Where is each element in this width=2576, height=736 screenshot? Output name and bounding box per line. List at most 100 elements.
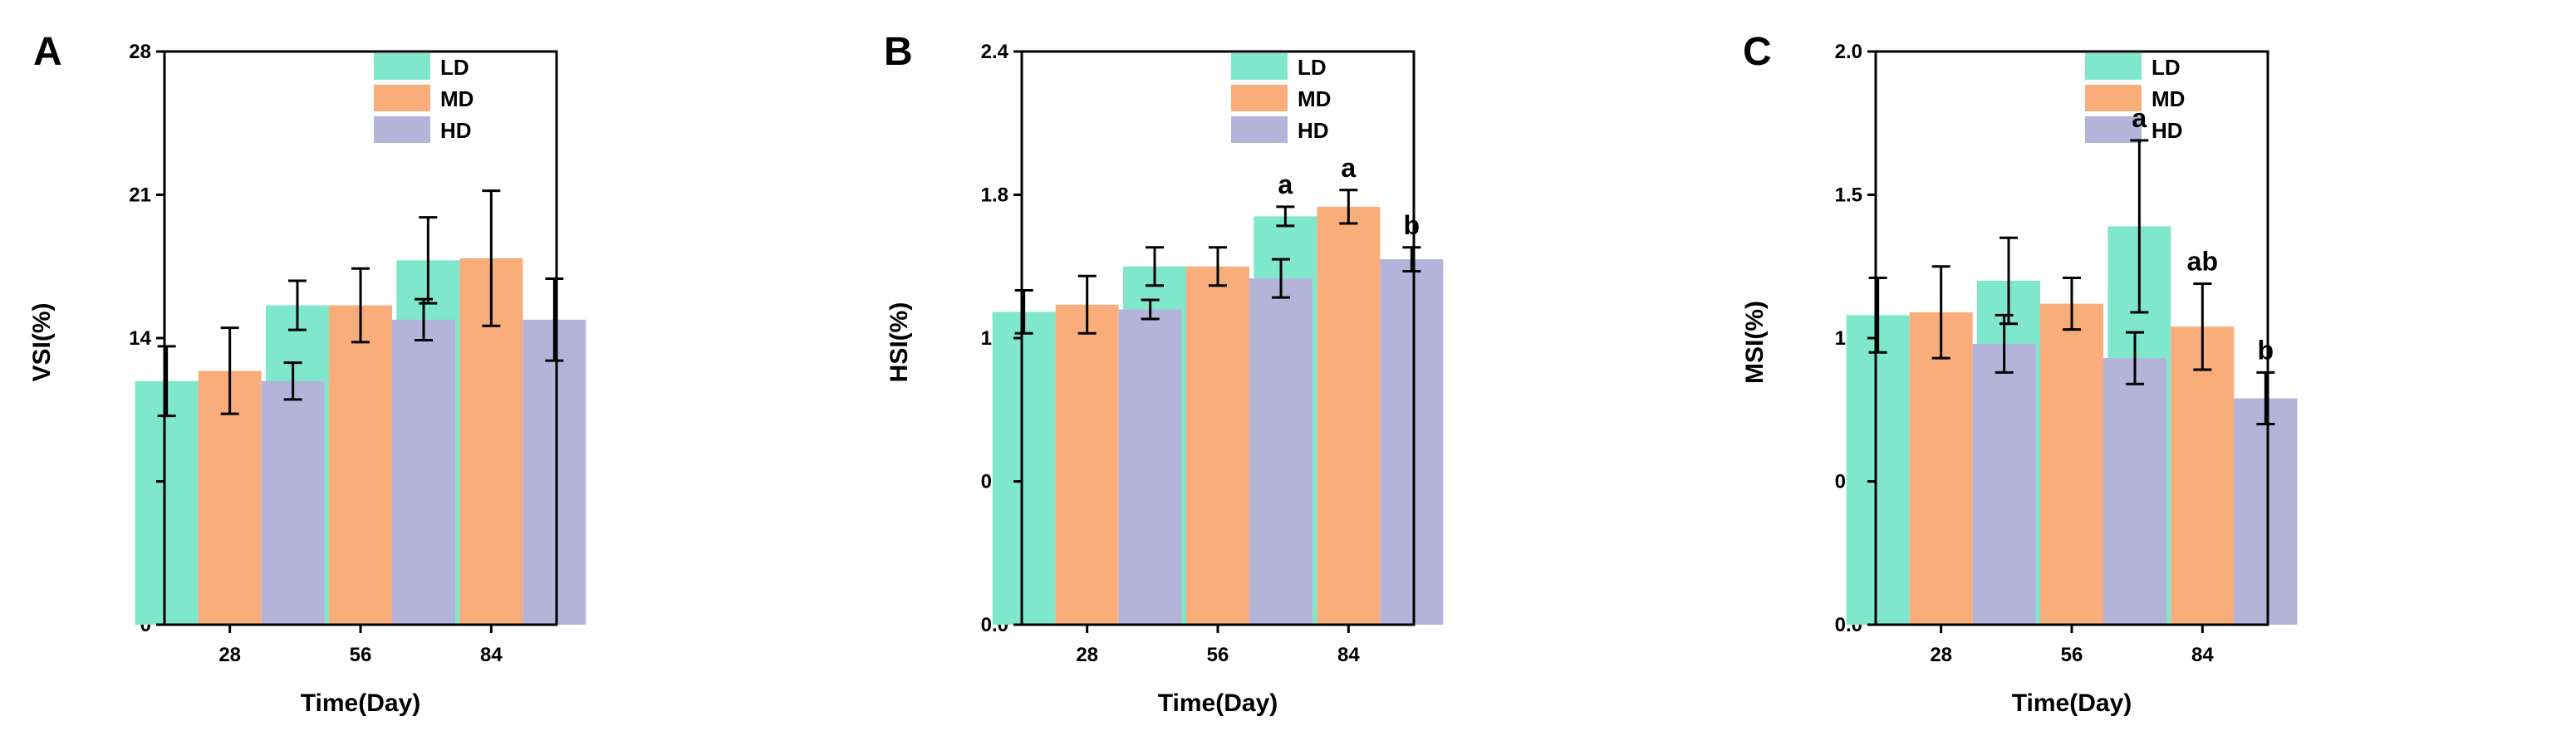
x-tick-label: 28 [218,644,241,666]
panel-letter-a: A [33,30,62,74]
error-bar [157,345,176,418]
bar-hd-56 [2103,358,2166,625]
sig-label: a [1341,153,1356,183]
error-bar [1141,298,1160,321]
bar-md-28 [1909,312,1973,625]
error-bar [1209,246,1227,287]
legend-swatch-ld [2085,53,2142,80]
x-tick-label: 56 [350,644,372,666]
error-bar [1077,274,1097,335]
sig-label: a [1278,169,1293,199]
error-bar [1146,246,1164,287]
bar-hd-56 [1249,278,1313,625]
error-bar [545,277,564,362]
y-tick-label: 14 [129,327,151,350]
y-axis-title-c: MSI(%) [1741,301,1769,384]
error-bar [283,361,302,401]
bar-md-56 [1186,266,1249,625]
panel-b: B HSI(%) Time(Day) 0.0 0.6 1.2 1.8 2.4 2… [884,30,1444,717]
bar-md-84 [2171,326,2235,625]
error-bar [1272,258,1290,299]
error-bar [351,267,370,344]
bar-hd-84 [1380,259,1444,625]
sig-label: ab [2187,246,2218,276]
error-bar [220,326,239,415]
panel-letter-c: C [1743,30,1772,74]
error-bar [415,297,433,341]
error-bar [1931,265,1950,360]
bar-hd-28 [261,380,325,625]
y-tick-label: 21 [129,184,151,207]
panel-a: A VSI(%) Time(Day) 0 7 14 21 28 28 56 84… [28,30,586,717]
x-tick-label: 84 [480,644,503,666]
x-tick-label: 28 [1930,644,1952,666]
y-tick-label: 28 [129,41,151,63]
y-tick-label: 1.8 [981,184,1008,207]
y-tick-label: 1.5 [1835,184,1862,207]
error-bar [2063,277,2081,331]
sig-label: b [2258,335,2274,365]
bar-ld-28 [1846,315,1910,625]
error-bar [2126,331,2144,385]
x-tick-label: 28 [1076,644,1098,666]
legend-swatch-hd [2085,116,2142,143]
error-bar [2256,370,2275,425]
bar-ld-28 [992,312,1056,625]
legend-swatch-ld [1231,53,1288,80]
bar-hd-28 [1972,343,2036,625]
legend-swatch-md [374,85,430,111]
error-bar [1014,289,1033,335]
bar-hd-84 [2234,398,2298,625]
x-tick-label: 56 [2061,644,2083,666]
y-tick-label: 2.4 [981,41,1009,63]
legend-label-hd: HD [2152,118,2183,143]
bar-hd-84 [523,319,586,625]
legend-b: LD MD HD [1231,53,1331,143]
legend-swatch-hd [1231,116,1288,143]
error-bar [2193,282,2212,371]
y-axis-title-a: VSI(%) [28,302,56,381]
legend-label-md: MD [1298,86,1331,111]
sig-label: a [2132,103,2147,133]
legend-a: LD MD HD [374,53,473,143]
plot-area-a [135,50,586,633]
y-tick-label: 2.0 [1835,41,1862,63]
significance-labels-c: a ab b [2132,103,2274,365]
x-tick-label: 56 [1207,644,1229,666]
error-bar [419,216,438,305]
plot-area-c [1846,50,2298,633]
legend-label-md: MD [2152,86,2185,111]
x-tick-label: 84 [2191,644,2214,666]
panel-letter-b: B [884,30,913,74]
error-bar [1339,189,1358,225]
legend-label-ld: LD [2152,55,2181,80]
x-axis-title-b: Time(Day) [1158,689,1278,717]
bar-hd-28 [1118,309,1182,625]
panel-c: C MSI(%) Time(Day) 0.0 0.5 1.0 1.5 2.0 2… [1741,30,2298,717]
error-bar [482,189,501,327]
error-bar [1995,313,2014,374]
error-bar [2130,139,2149,314]
legend-label-ld: LD [440,55,469,80]
bar-md-28 [1055,304,1119,625]
bar-md-56 [329,305,392,625]
x-ticks-a: 28 56 84 [218,644,503,666]
error-bar [1868,277,1887,354]
x-axis-title-c: Time(Day) [2012,689,2132,717]
y-axis-title-b: HSI(%) [886,302,913,383]
legend-label-hd: HD [440,118,472,143]
legend-label-md: MD [440,86,473,111]
legend-swatch-ld [374,53,430,80]
significance-labels-b: a a b [1278,153,1420,240]
error-bar [288,279,307,331]
legend-label-ld: LD [1298,55,1327,80]
error-bar [1402,246,1421,272]
legend-swatch-hd [374,116,430,143]
bar-ld-28 [135,380,199,625]
error-bar [1276,205,1295,228]
plot-area-b [992,50,1444,633]
legend-label-hd: HD [1298,118,1329,143]
bar-md-84 [1317,206,1381,625]
bar-hd-56 [392,319,455,625]
